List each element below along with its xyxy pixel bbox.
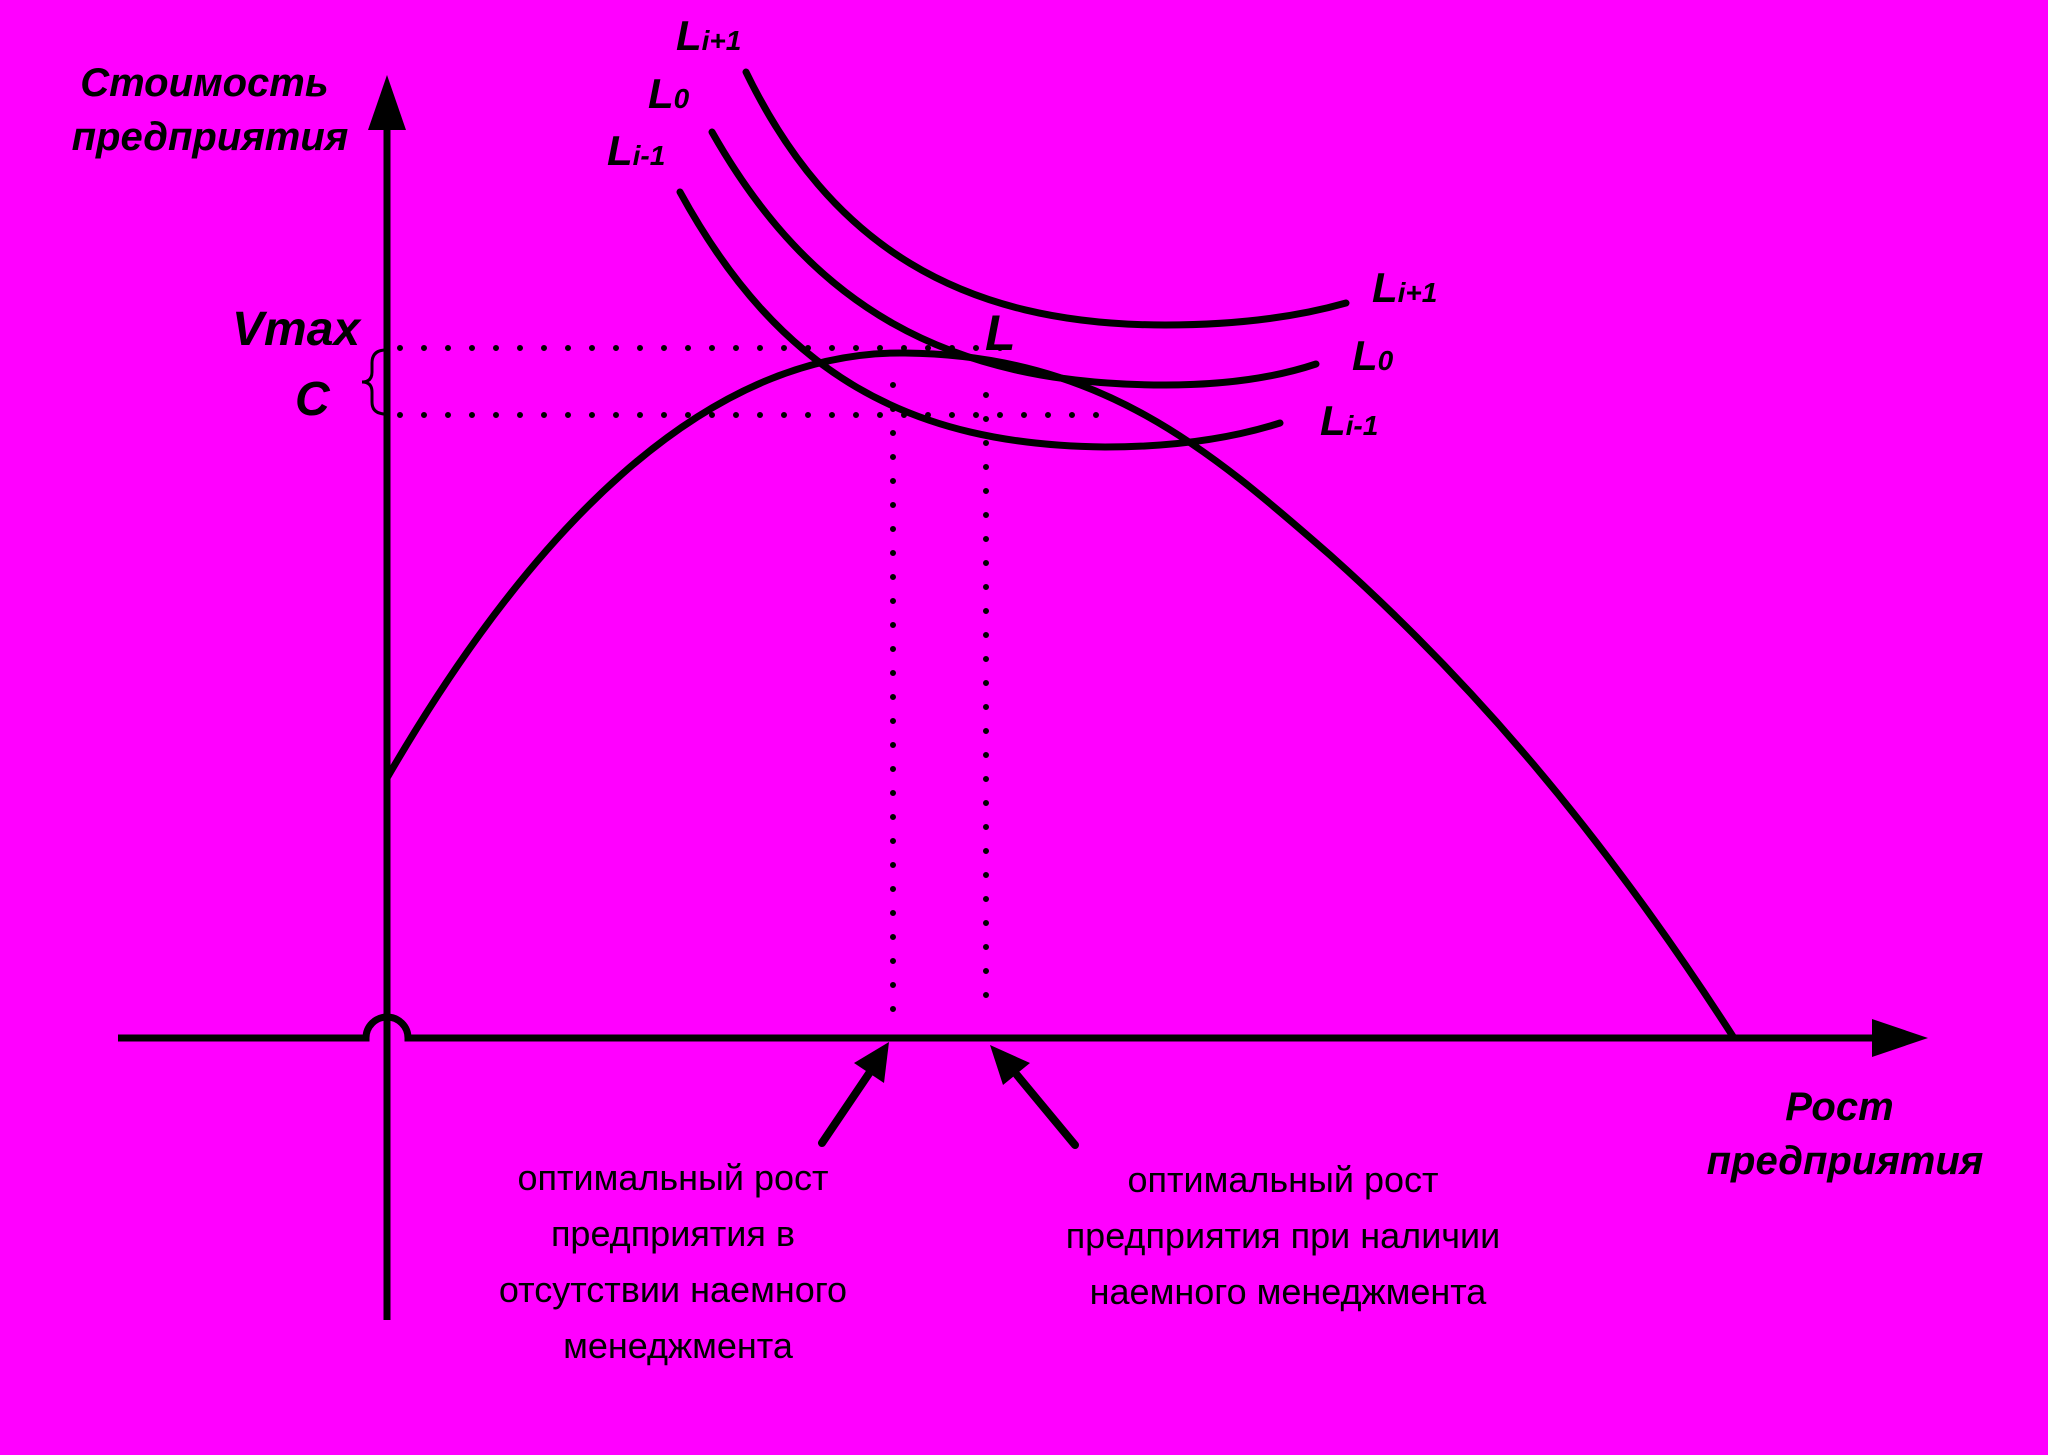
enterprise-value-curve bbox=[383, 349, 1738, 1042]
indifference-curve-lower bbox=[676, 188, 1284, 451]
l-point-label: L bbox=[985, 305, 1016, 361]
vmax-label: Vmax bbox=[232, 303, 362, 356]
label-lower-right: Li-1 bbox=[1320, 397, 1378, 444]
indifference-curve-upper bbox=[742, 68, 1350, 329]
x-axis-label: Рост предприятия bbox=[1707, 1085, 1984, 1183]
c-brace bbox=[361, 348, 388, 416]
label-middle-right: L0 bbox=[1352, 332, 1394, 379]
x-axis-arrowhead bbox=[1872, 1019, 1928, 1057]
indifference-curve-middle bbox=[708, 128, 1320, 389]
arrow-right-shaft bbox=[1013, 1071, 1079, 1149]
y-axis-arrowhead bbox=[368, 75, 406, 130]
annotation-with-hired-management: оптимальный рост предприятия при наличии… bbox=[1066, 1159, 1511, 1312]
arrow-right-head bbox=[990, 1045, 1030, 1085]
label-middle-top: L0 bbox=[648, 70, 690, 117]
arrow-left-head bbox=[854, 1042, 889, 1083]
label-lower-top: Li-1 bbox=[607, 127, 665, 174]
x-axis bbox=[118, 1013, 1885, 1042]
arrow-left-shaft bbox=[818, 1068, 874, 1147]
y-axis-label: Стоимость предприятия bbox=[72, 61, 349, 159]
label-upper-right: Li+1 bbox=[1372, 264, 1437, 311]
annotation-no-hired-management: оптимальный рост предприятия в отсутстви… bbox=[499, 1157, 857, 1366]
label-upper-top: Li+1 bbox=[676, 12, 741, 59]
c-label: C bbox=[295, 373, 331, 426]
